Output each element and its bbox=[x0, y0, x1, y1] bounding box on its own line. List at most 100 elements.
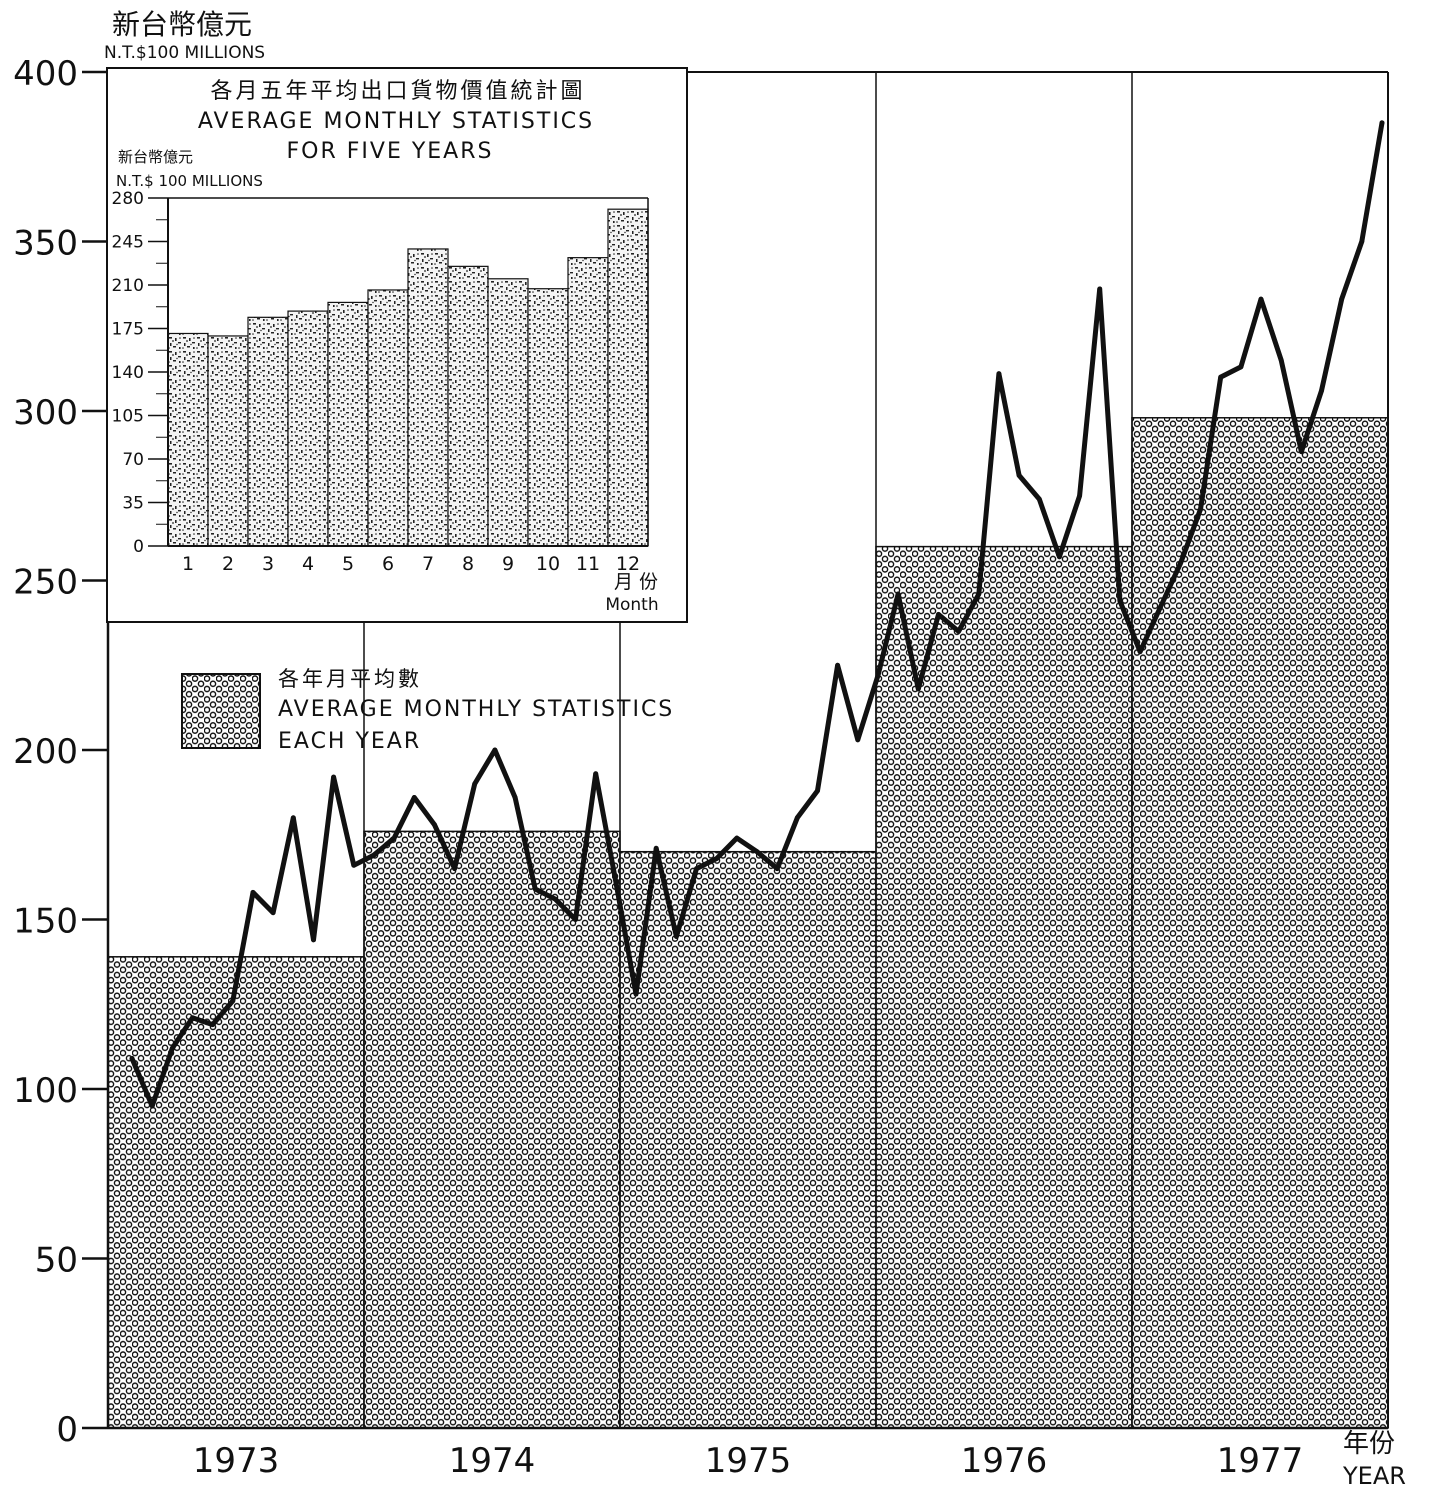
inset-y-tick-label: 70 bbox=[122, 450, 144, 470]
monthly-point bbox=[794, 815, 800, 821]
monthly-point bbox=[956, 628, 962, 634]
inset-x-tick-label: 5 bbox=[342, 553, 354, 575]
monthly-point bbox=[1177, 561, 1183, 566]
monthly-point bbox=[1359, 239, 1365, 244]
monthly-point bbox=[351, 862, 357, 868]
monthly-point bbox=[1278, 357, 1284, 363]
inset-x-tick-label: 10 bbox=[536, 553, 560, 575]
x-tick-label: 1976 bbox=[961, 1441, 1048, 1481]
y-tick-label: 200 bbox=[13, 732, 78, 772]
x-tick-label: 1973 bbox=[193, 1441, 280, 1481]
monthly-point bbox=[432, 822, 437, 827]
monthly-point bbox=[1117, 598, 1123, 604]
yearly-average-bars bbox=[107, 417, 1389, 1429]
inset-y-axis: 0 35 70 105 140 175 210 245 280 bbox=[112, 189, 168, 557]
y-tick-label: 100 bbox=[13, 1071, 78, 1111]
y-tick-label: 150 bbox=[13, 902, 78, 942]
monthly-point bbox=[411, 795, 417, 800]
inset-bar bbox=[287, 310, 329, 547]
monthly-point bbox=[331, 774, 337, 780]
inset-x-tick-label: 3 bbox=[262, 553, 274, 575]
inset-bar bbox=[607, 208, 649, 547]
monthly-point bbox=[512, 795, 518, 800]
monthly-point bbox=[895, 591, 901, 597]
inset-y-tick-label: 35 bbox=[122, 494, 144, 514]
monthly-point bbox=[774, 866, 780, 872]
monthly-point bbox=[633, 991, 639, 997]
monthly-point bbox=[1238, 364, 1244, 370]
monthly-point bbox=[875, 673, 881, 678]
inset-bar bbox=[367, 289, 409, 547]
y-axis: 0 50 100 150 200 250 300 350 400 bbox=[13, 54, 108, 1450]
y-tick-label: 400 bbox=[13, 54, 78, 94]
monthly-point bbox=[694, 866, 699, 872]
legend: 各年月平均數 AVERAGE MONTHLY STATISTICS EACH Y… bbox=[181, 667, 674, 754]
x-axis-title: 年份 bbox=[1343, 1429, 1395, 1459]
inset-x-axis-unit: Month bbox=[605, 595, 658, 615]
monthly-point bbox=[190, 1015, 195, 1021]
monthly-point bbox=[1319, 388, 1324, 394]
inset-x-axis: 1 2 3 4 5 6 7 8 9 10 11 12 bbox=[182, 553, 640, 575]
monthly-point bbox=[1298, 449, 1304, 455]
monthly-point bbox=[1016, 473, 1022, 478]
monthly-point bbox=[129, 1056, 135, 1061]
monthly-point bbox=[371, 852, 377, 858]
inset-bar bbox=[447, 265, 489, 547]
monthly-point bbox=[1137, 649, 1143, 655]
y-tick-label: 300 bbox=[13, 393, 78, 433]
monthly-point bbox=[250, 889, 256, 895]
y-tick-label: 250 bbox=[13, 563, 78, 603]
monthly-point bbox=[1157, 605, 1163, 611]
inset-chart: 各月五年平均出口貨物價值統計圖 AVERAGE MONTHLY STATISTI… bbox=[106, 67, 688, 623]
monthly-point bbox=[1057, 554, 1062, 560]
inset-x-tick-label: 8 bbox=[462, 553, 474, 575]
monthly-point bbox=[492, 747, 498, 753]
monthly-point bbox=[1218, 374, 1224, 380]
monthly-point bbox=[573, 917, 578, 922]
inset-x-tick-label: 9 bbox=[502, 553, 514, 575]
monthly-point bbox=[653, 845, 659, 851]
monthly-point bbox=[613, 879, 619, 885]
year-average-bar bbox=[619, 850, 877, 1429]
monthly-point bbox=[1036, 496, 1042, 502]
monthly-point bbox=[552, 896, 558, 902]
monthly-point bbox=[1097, 286, 1103, 292]
y-axis-unit: N.T.$100 MILLIONS bbox=[104, 43, 265, 63]
inset-y-tick-label: 245 bbox=[112, 233, 144, 253]
y-tick-label: 350 bbox=[13, 224, 78, 264]
monthly-point bbox=[593, 771, 599, 777]
monthly-point bbox=[230, 998, 236, 1004]
inset-bar bbox=[207, 335, 249, 547]
year-average-bar bbox=[1131, 417, 1389, 1429]
monthly-point bbox=[996, 371, 1002, 377]
inset-y-tick-label: 280 bbox=[112, 189, 144, 209]
inset-x-tick-label: 2 bbox=[222, 553, 234, 575]
inset-y-tick-label: 0 bbox=[133, 537, 144, 557]
inset-x-tick-label: 1 bbox=[182, 553, 194, 575]
monthly-point bbox=[270, 910, 276, 916]
inset-x-tick-label: 11 bbox=[576, 553, 600, 575]
x-tick-label: 1974 bbox=[449, 1441, 536, 1481]
x-axis: 1973 1974 1975 1976 1977 bbox=[193, 1441, 1304, 1481]
monthly-point bbox=[936, 612, 941, 617]
monthly-point bbox=[855, 737, 861, 743]
inset-bar bbox=[167, 332, 209, 547]
year-average-bar bbox=[363, 830, 621, 1429]
legend-label-en-1: AVERAGE MONTHLY STATISTICS bbox=[278, 697, 674, 722]
year-average-bar bbox=[107, 956, 365, 1429]
inset-bar bbox=[527, 288, 569, 547]
monthly-point bbox=[1198, 506, 1203, 512]
monthly-point bbox=[976, 591, 982, 597]
monthly-point bbox=[815, 788, 820, 794]
monthly-point bbox=[1379, 120, 1385, 126]
inset-y-tick-label: 105 bbox=[112, 407, 144, 427]
inset-x-axis-title: 月 份 bbox=[614, 571, 658, 593]
monthly-point bbox=[1077, 493, 1082, 499]
monthly-point bbox=[452, 866, 457, 872]
monthly-point bbox=[169, 1045, 175, 1051]
monthly-point bbox=[290, 815, 296, 821]
y-tick-label: 0 bbox=[56, 1410, 78, 1450]
monthly-point bbox=[673, 934, 679, 939]
monthly-point bbox=[1258, 296, 1264, 302]
